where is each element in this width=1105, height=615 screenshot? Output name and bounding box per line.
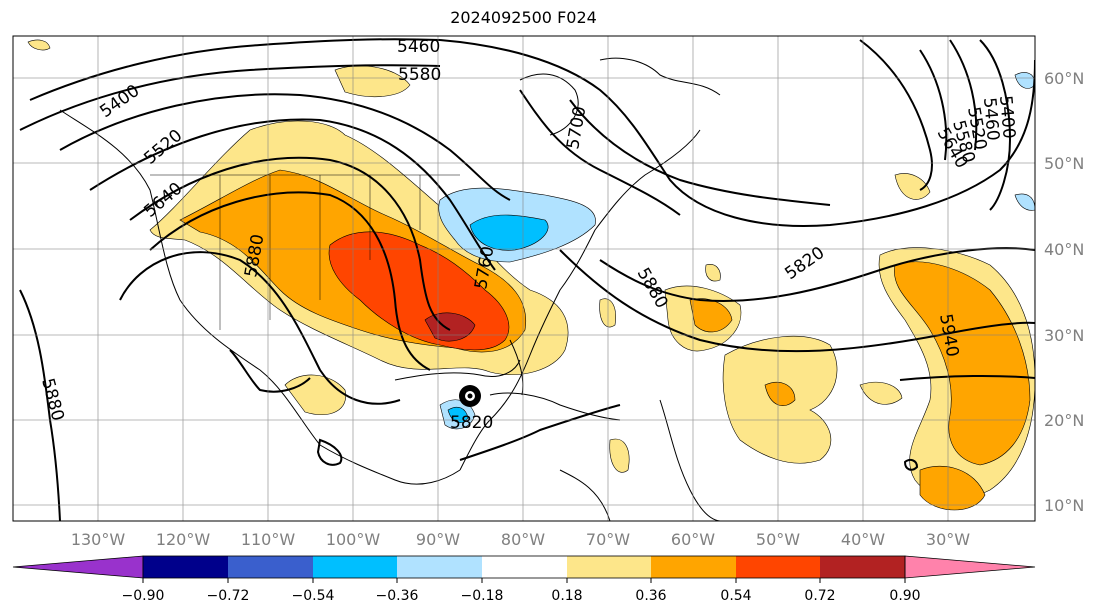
lon-label: 70°W: [586, 530, 630, 549]
lon-label: 80°W: [501, 530, 545, 549]
colorbar-tick-label: −0.90: [122, 588, 165, 604]
contour-label: 5820: [450, 413, 493, 433]
colorbar-outline: [142, 555, 906, 579]
lat-label: 40°N: [1044, 240, 1084, 259]
colorbar-segment: [736, 556, 820, 578]
colorbar-segment: [820, 556, 905, 578]
contour-label: 5400: [995, 95, 1019, 140]
colorbar-segment: [482, 556, 567, 578]
colorbar-segment: [651, 556, 736, 578]
lon-label: 130°W: [71, 530, 126, 549]
colorbar-segment: [228, 556, 313, 578]
lat-label: 20°N: [1044, 411, 1084, 430]
lon-label: 90°W: [416, 530, 460, 549]
colorbar-segment: [143, 556, 228, 578]
lat-label: 10°N: [1044, 496, 1084, 515]
colorbar-tick-label: 0.36: [635, 588, 666, 604]
colorbar-extend-high: [904, 555, 1036, 579]
colorbar-tick-label: 0.18: [551, 588, 582, 604]
lat-label: 30°N: [1044, 326, 1084, 345]
colorbar: [12, 555, 1036, 583]
colorbar-extend-low: [12, 555, 144, 579]
colorbar-tick-label: 0.54: [720, 588, 751, 604]
lon-label: 50°W: [756, 530, 800, 549]
lat-label: 60°N: [1044, 69, 1084, 88]
colorbar-tick-label: −0.18: [461, 588, 504, 604]
colorbar-tick-label: 0.90: [889, 588, 920, 604]
height-contours: [19, 38, 1035, 521]
colorbar-segment: [397, 556, 482, 578]
longitude-labels: 130°W 120°W 110°W 100°W 90°W 80°W 70°W 6…: [71, 530, 970, 549]
colorbar-segment: [313, 556, 397, 578]
colorbar-tick-label: −0.36: [376, 588, 419, 604]
gridlines: [13, 36, 1035, 521]
lon-label: 60°W: [671, 530, 715, 549]
latitude-labels: 60°N 50°N 40°N 30°N 20°N 10°N: [1044, 69, 1084, 515]
colorbar-tick-label: −0.72: [207, 588, 250, 604]
colorbar-segment: [567, 556, 651, 578]
colorbar-tick-label: 0.72: [804, 588, 835, 604]
lon-label: 120°W: [156, 530, 211, 549]
lat-label: 50°N: [1044, 154, 1084, 173]
lon-label: 100°W: [326, 530, 381, 549]
colorbar-tick-label: −0.54: [292, 588, 335, 604]
colorbar-ticks: −0.90 −0.72 −0.54 −0.36 −0.18 0.18 0.36 …: [122, 588, 921, 604]
map-border: [12, 35, 1036, 522]
contour-label: 5460: [397, 37, 440, 57]
storm-center: [459, 385, 481, 407]
lon-label: 30°W: [926, 530, 970, 549]
contour-label: 5460: [979, 97, 1003, 142]
contour-label: 5580: [398, 65, 441, 85]
lon-label: 110°W: [241, 530, 296, 549]
map-title: 2024092500 F024: [450, 8, 597, 27]
lon-label: 40°W: [841, 530, 885, 549]
